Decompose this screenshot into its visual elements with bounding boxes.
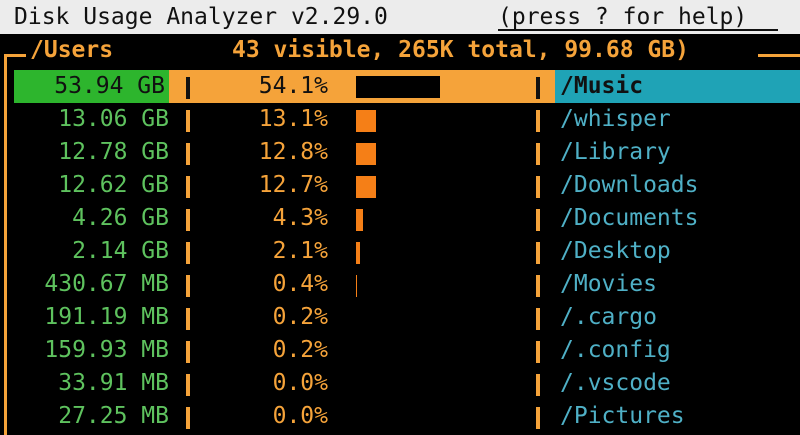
- title-bar: Disk Usage Analyzer v2.29.0 (press ? for…: [0, 0, 800, 34]
- entry-name: /whisper: [560, 106, 671, 132]
- usage-bar: [356, 76, 440, 98]
- list-item[interactable]: 4.26 GB 4.3% /Documents: [0, 202, 800, 235]
- column-separator: [536, 308, 540, 330]
- entry-size: 4.26 GB: [72, 205, 169, 231]
- frame-corner: [4, 54, 17, 73]
- list-item[interactable]: 12.62 GB 12.7% /Downloads: [0, 169, 800, 202]
- entry-percent: 0.0%: [272, 370, 328, 396]
- list-item[interactable]: 13.06 GB 13.1% /whisper: [0, 103, 800, 136]
- entry-percent: 0.2%: [272, 337, 328, 363]
- entry-percent: 0.4%: [272, 271, 328, 297]
- column-separator: [186, 143, 190, 165]
- entry-name: /.vscode: [560, 370, 671, 396]
- entry-name: /Documents: [560, 205, 699, 231]
- list-item[interactable]: 33.91 MB 0.0% /.vscode: [0, 367, 800, 400]
- column-separator: [536, 209, 540, 231]
- entry-percent: 54.1%: [258, 73, 328, 99]
- list-item[interactable]: 12.78 GB 12.8% /Library: [0, 136, 800, 169]
- column-separator: [186, 209, 190, 231]
- column-separator: [186, 110, 190, 132]
- usage-bar: [356, 209, 363, 231]
- list-item[interactable]: 2.14 GB 2.1% /Desktop: [0, 235, 800, 268]
- entry-percent: 4.3%: [272, 205, 328, 231]
- entry-percent: 12.8%: [258, 139, 328, 165]
- entry-size: 12.62 GB: [58, 172, 169, 198]
- entry-size: 53.94 GB: [14, 70, 169, 103]
- column-separator: [186, 77, 190, 99]
- column-separator: [536, 275, 540, 297]
- entry-list: 53.94 GB 54.1% /Music 13.06 GB 13.1% /wh…: [0, 70, 800, 433]
- entry-percent: 2.1%: [272, 238, 328, 264]
- entry-size: 13.06 GB: [58, 106, 169, 132]
- entry-size: 33.91 MB: [58, 370, 169, 396]
- entry-size: 27.25 MB: [58, 403, 169, 429]
- entry-percent: 0.0%: [272, 403, 328, 429]
- column-separator: [186, 374, 190, 396]
- list-item[interactable]: 159.93 MB 0.2% /.config: [0, 334, 800, 367]
- column-separator: [536, 407, 540, 429]
- usage-bar: [356, 110, 376, 132]
- column-separator: [186, 341, 190, 363]
- column-separator: [536, 110, 540, 132]
- column-separator: [536, 242, 540, 264]
- column-separator: [536, 77, 540, 99]
- app-title: Disk Usage Analyzer v2.29.0: [14, 4, 388, 30]
- entry-size: 430.67 MB: [44, 271, 169, 297]
- column-separator: [536, 143, 540, 165]
- path-header: /Users 43 visible, 265K total, 99.68 GB): [0, 37, 800, 73]
- summary-text: 43 visible, 265K total, 99.68 GB): [232, 37, 689, 63]
- entry-name: /Downloads: [560, 172, 699, 198]
- column-separator: [536, 374, 540, 396]
- current-path: /Users: [30, 37, 114, 63]
- selected-name-highlight: [555, 70, 800, 103]
- list-item[interactable]: 430.67 MB 0.4% /Movies: [0, 268, 800, 301]
- entry-name: /Movies: [560, 271, 657, 297]
- entry-name: /.cargo: [560, 304, 657, 330]
- entry-size: 12.78 GB: [58, 139, 169, 165]
- frame-rule-left: [14, 54, 26, 57]
- column-separator: [186, 275, 190, 297]
- column-separator: [186, 176, 190, 198]
- column-separator: [186, 407, 190, 429]
- entry-size: 2.14 GB: [72, 238, 169, 264]
- entry-name: /Desktop: [560, 238, 671, 264]
- usage-bar: [356, 275, 357, 297]
- list-item[interactable]: 191.19 MB 0.2% /.cargo: [0, 301, 800, 334]
- column-separator: [186, 308, 190, 330]
- list-item[interactable]: 53.94 GB 54.1% /Music: [0, 70, 800, 103]
- column-separator: [536, 341, 540, 363]
- column-separator: [536, 176, 540, 198]
- entry-percent: 13.1%: [258, 106, 328, 132]
- column-separator: [186, 242, 190, 264]
- entry-size: 191.19 MB: [44, 304, 169, 330]
- frame-left-border: [4, 70, 7, 435]
- frame-rule-right: [758, 54, 800, 57]
- help-hint-underline: [498, 29, 778, 31]
- entry-percent: 0.2%: [272, 304, 328, 330]
- entry-name: /Pictures: [560, 403, 685, 429]
- entry-percent: 12.7%: [258, 172, 328, 198]
- usage-bar: [356, 242, 360, 264]
- list-item[interactable]: 27.25 MB 0.0% /Pictures: [0, 400, 800, 433]
- entry-name: /Music: [560, 73, 644, 99]
- entry-name: /.config: [560, 337, 671, 363]
- help-hint: (press ? for help): [498, 4, 748, 30]
- usage-bar: [356, 176, 376, 198]
- entry-name: /Library: [560, 139, 671, 165]
- entry-size: 159.93 MB: [44, 337, 169, 363]
- usage-bar: [356, 143, 376, 165]
